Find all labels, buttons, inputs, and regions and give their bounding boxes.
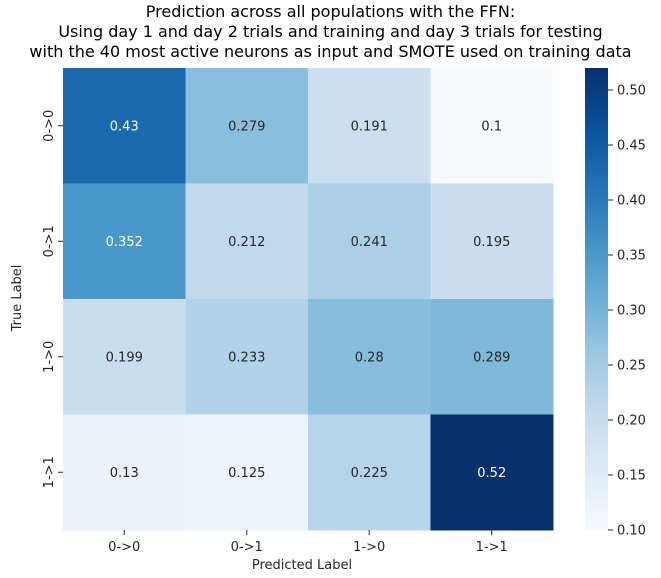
- y-tick-label: 1->0: [42, 341, 57, 373]
- cell-value-label: 0.43: [110, 119, 139, 134]
- heatmap-cell: [308, 414, 431, 531]
- heatmap-cell: [63, 299, 186, 415]
- x-axis-label: Predicted Label: [252, 558, 352, 573]
- heatmap-cell: [430, 299, 554, 415]
- colorbar-tick-label: 0.45: [617, 139, 646, 154]
- heatmap-cells: 0.43 0.279 0.191 0.1 0.352 0.212 0.241 0.195 0.1…: [63, 68, 554, 531]
- chart-title-line-3: with the 40 most active neurons as input…: [29, 42, 632, 61]
- colorbar-tick-label: 0.20: [617, 414, 646, 429]
- colorbar-tick-label: 0.30: [617, 304, 646, 319]
- x-tick-label: 0->1: [231, 540, 263, 555]
- x-axis: 0->0 0->1 1->0 1->1: [108, 530, 508, 555]
- heatmap-cell: [308, 68, 431, 184]
- colorbar-tick-label: 0.35: [617, 249, 646, 264]
- heatmap-cell: [430, 68, 554, 184]
- colorbar-gradient: [585, 68, 608, 530]
- heatmap-cell: [185, 414, 309, 531]
- cell-value-label: 0.289: [473, 350, 510, 365]
- cell-value-label: 0.13: [110, 466, 139, 481]
- y-tick-label: 0->1: [42, 225, 57, 257]
- x-tick-label: 1->1: [476, 540, 508, 555]
- cell-value-label: 0.125: [228, 466, 265, 481]
- heatmap-cell: [308, 299, 431, 415]
- heatmap-cell: [185, 299, 309, 415]
- heatmap-cell: [185, 183, 309, 300]
- heatmap-cell: [63, 183, 186, 300]
- heatmap-cell: [430, 414, 554, 531]
- colorbar-tick-label: 0.25: [617, 359, 646, 374]
- cell-value-label: 0.279: [228, 119, 265, 134]
- chart-title-line-2: Using day 1 and day 2 trials and trainin…: [58, 22, 603, 41]
- cell-value-label: 0.1: [481, 119, 502, 134]
- cell-value-label: 0.195: [473, 235, 510, 250]
- colorbar-tick-label: 0.50: [617, 84, 646, 99]
- colorbar: 0.10 0.15 0.20 0.25 0.30 0.35 0.40 0.45 0.50: [585, 68, 646, 539]
- y-tick-label: 1->1: [42, 456, 57, 488]
- cell-value-label: 0.191: [351, 119, 388, 134]
- x-tick-label: 0->0: [108, 540, 140, 555]
- x-tick-label: 1->0: [353, 540, 385, 555]
- cell-value-label: 0.199: [106, 350, 143, 365]
- cell-value-label: 0.241: [351, 235, 388, 250]
- cell-value-label: 0.52: [477, 466, 506, 481]
- colorbar-tick-label: 0.40: [617, 194, 646, 209]
- chart-title-line-1: Prediction across all populations with t…: [145, 2, 516, 21]
- heatmap-cell: [185, 68, 309, 184]
- y-axis: 0->0 0->1 1->0 1->1: [42, 110, 63, 488]
- cell-value-label: 0.233: [228, 350, 265, 365]
- y-tick-label: 0->0: [42, 110, 57, 142]
- heatmap-cell: [63, 414, 186, 531]
- heatmap-cell: [63, 68, 186, 184]
- y-axis-label: True Label: [10, 265, 25, 333]
- heatmap-cell: [308, 183, 431, 300]
- cell-value-label: 0.212: [228, 235, 265, 250]
- colorbar-tick-label: 0.15: [617, 469, 646, 484]
- cell-value-label: 0.28: [355, 350, 384, 365]
- cell-value-label: 0.225: [351, 466, 388, 481]
- colorbar-tick-label: 0.10: [617, 524, 646, 539]
- cell-value-label: 0.352: [106, 235, 143, 250]
- heatmap-cell: [430, 183, 554, 300]
